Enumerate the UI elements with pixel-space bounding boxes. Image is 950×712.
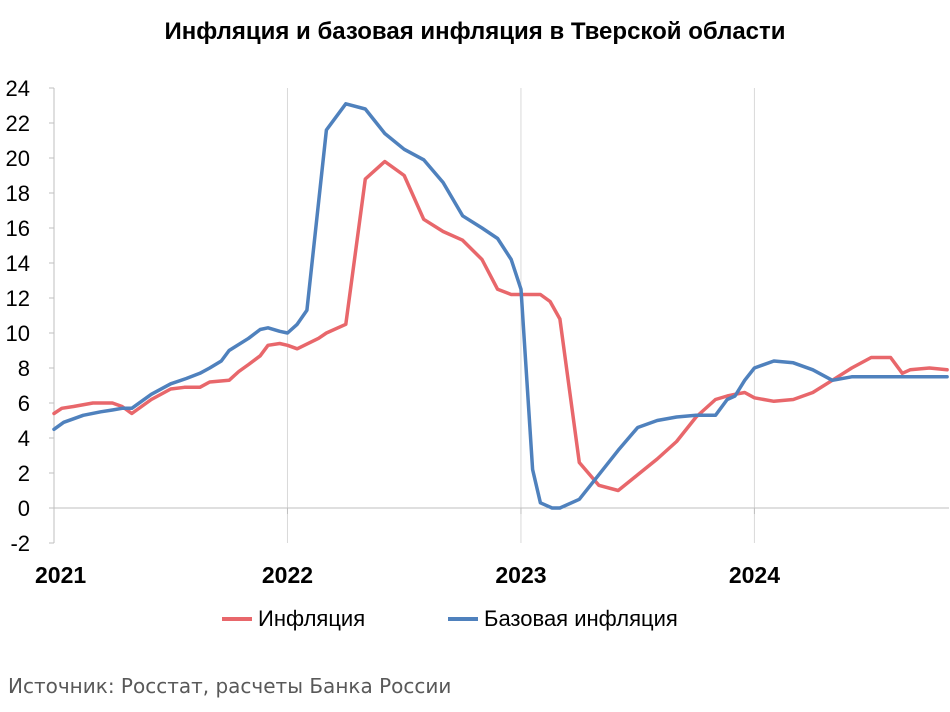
y-tick-label: 12 [6,286,30,311]
y-tick-label: 18 [6,181,30,206]
x-tick-label: 2023 [495,562,546,588]
y-tick-label: 22 [6,111,30,136]
legend-item-inflation: Инфляция [222,606,365,632]
y-tick-label: 0 [18,496,30,521]
legend-label-core-inflation: Базовая инфляция [484,606,678,631]
y-tick-label: 8 [18,356,30,381]
legend-label-inflation: Инфляция [258,606,366,631]
y-tick-label: 6 [18,391,30,416]
x-tick-label: 2024 [729,562,780,588]
y-tick-label: 4 [18,426,30,451]
y-tick-label: 16 [6,216,30,241]
y-tick-label: 14 [6,251,30,276]
chart-title: Инфляция и базовая инфляция в Тверской о… [164,18,786,45]
y-tick-label: 2 [18,461,30,486]
series-lines [52,102,949,510]
source-note: Источник: Росстат, расчеты Банка России [8,674,452,698]
x-tick-labels: 2021 2022 2023 2024 [35,562,780,588]
series-line-inflation [52,159,949,493]
y-tick-label: 20 [6,146,30,171]
legend-swatch-inflation [222,617,252,621]
y-tick-label: 24 [6,76,30,101]
y-tick-label: -2 [10,531,30,556]
x-tick-label: 2021 [35,562,86,588]
y-tick-label: 10 [6,321,30,346]
legend-swatch-core-inflation [448,617,478,621]
x-tick-label: 2022 [262,562,313,588]
legend-item-core-inflation: Базовая инфляция [448,606,678,632]
series-line-core-inflation [52,102,949,510]
axes [49,87,949,544]
